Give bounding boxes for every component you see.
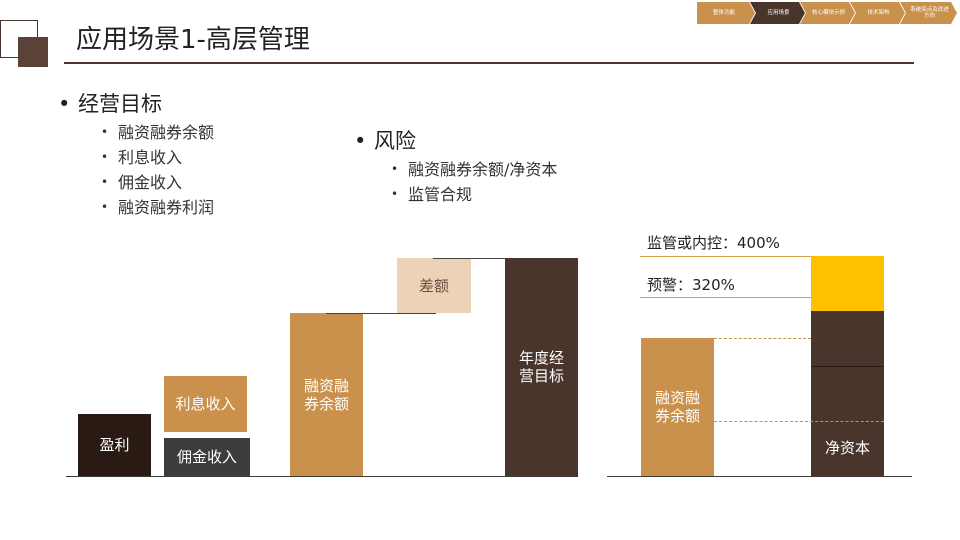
list-item: 利息收入: [98, 145, 214, 170]
gap-connector: [433, 258, 508, 259]
list-item: 融资融券余额/净资本: [388, 157, 557, 182]
risk-items: 融资融券余额/净资本 监管合规: [388, 157, 557, 207]
balance-connector: [326, 313, 436, 314]
objectives-heading: 经营目标: [56, 90, 214, 118]
ratio-balance-label: 融资融券余额: [654, 389, 700, 425]
regulatory-threshold-line: [640, 256, 884, 257]
page-title: 应用场景1-高层管理: [76, 25, 310, 55]
title-divider: [64, 62, 914, 64]
profit-label: 盈利: [99, 436, 130, 454]
waterfall-baseline: [66, 476, 578, 477]
interest-block: 利息收入: [164, 376, 247, 432]
net-capital-segment-divider: [811, 366, 884, 367]
target-block: 年度经营目标: [505, 258, 578, 476]
gap-block: 差额: [397, 258, 471, 313]
net-capital-upper-segment: [811, 311, 884, 367]
balance-level-dashed-line: [714, 338, 811, 339]
ratio-balance-block: 融资融券余额: [641, 338, 714, 476]
section-nav: 整体功能 应用场景 核心模块示例 技术架构 系统亮点及改进方向: [697, 2, 957, 24]
nav-item-architecture[interactable]: 技术架构: [850, 2, 905, 24]
objectives-list: 经营目标 融资融券余额 利息收入 佣金收入 融资融券利润: [56, 90, 214, 220]
nav-item-overall[interactable]: 整体功能: [697, 2, 755, 24]
warning-threshold-line: [640, 297, 884, 298]
regulatory-threshold-label: 监管或内控：400%: [647, 234, 780, 252]
target-label: 年度经营目标: [518, 349, 564, 385]
nav-item-label: 整体功能: [712, 10, 735, 16]
objectives-items: 融资融券余额 利息收入 佣金收入 融资融券利润: [98, 120, 214, 220]
list-item: 融资融券利润: [98, 195, 214, 220]
nav-item-label: 核心模块示例: [811, 10, 845, 16]
base-level-dashed-line: [714, 421, 884, 422]
list-item: 监管合规: [388, 182, 557, 207]
commission-label: 佣金收入: [176, 448, 237, 466]
nav-item-scenarios[interactable]: 应用场景: [750, 2, 805, 24]
ratio-baseline: [607, 476, 912, 477]
gap-label: 差额: [418, 276, 449, 295]
corner-filled-square: [18, 37, 48, 67]
net-capital-label: 净资本: [824, 438, 870, 457]
commission-block: 佣金收入: [164, 438, 250, 476]
profit-block: 盈利: [78, 414, 151, 476]
balance-block: 融资融券余额: [290, 313, 363, 476]
risk-list: 风险 融资融券余额/净资本 监管合规: [352, 127, 557, 207]
nav-item-label: 系统亮点及改进方向: [910, 7, 949, 19]
nav-item-core-modules[interactable]: 核心模块示例: [800, 2, 855, 24]
list-item: 佣金收入: [98, 170, 214, 195]
balance-label: 融资融券余额: [303, 376, 349, 413]
warning-threshold-label: 预警：320%: [647, 276, 735, 294]
list-item: 融资融券余额: [98, 120, 214, 145]
net-capital-warning-zone: [811, 256, 884, 311]
interest-label: 利息收入: [175, 395, 236, 413]
risk-heading: 风险: [352, 127, 557, 155]
nav-item-label: 应用场景: [767, 10, 790, 16]
nav-item-label: 技术架构: [867, 10, 890, 16]
nav-item-highlights[interactable]: 系统亮点及改进方向: [900, 2, 957, 24]
